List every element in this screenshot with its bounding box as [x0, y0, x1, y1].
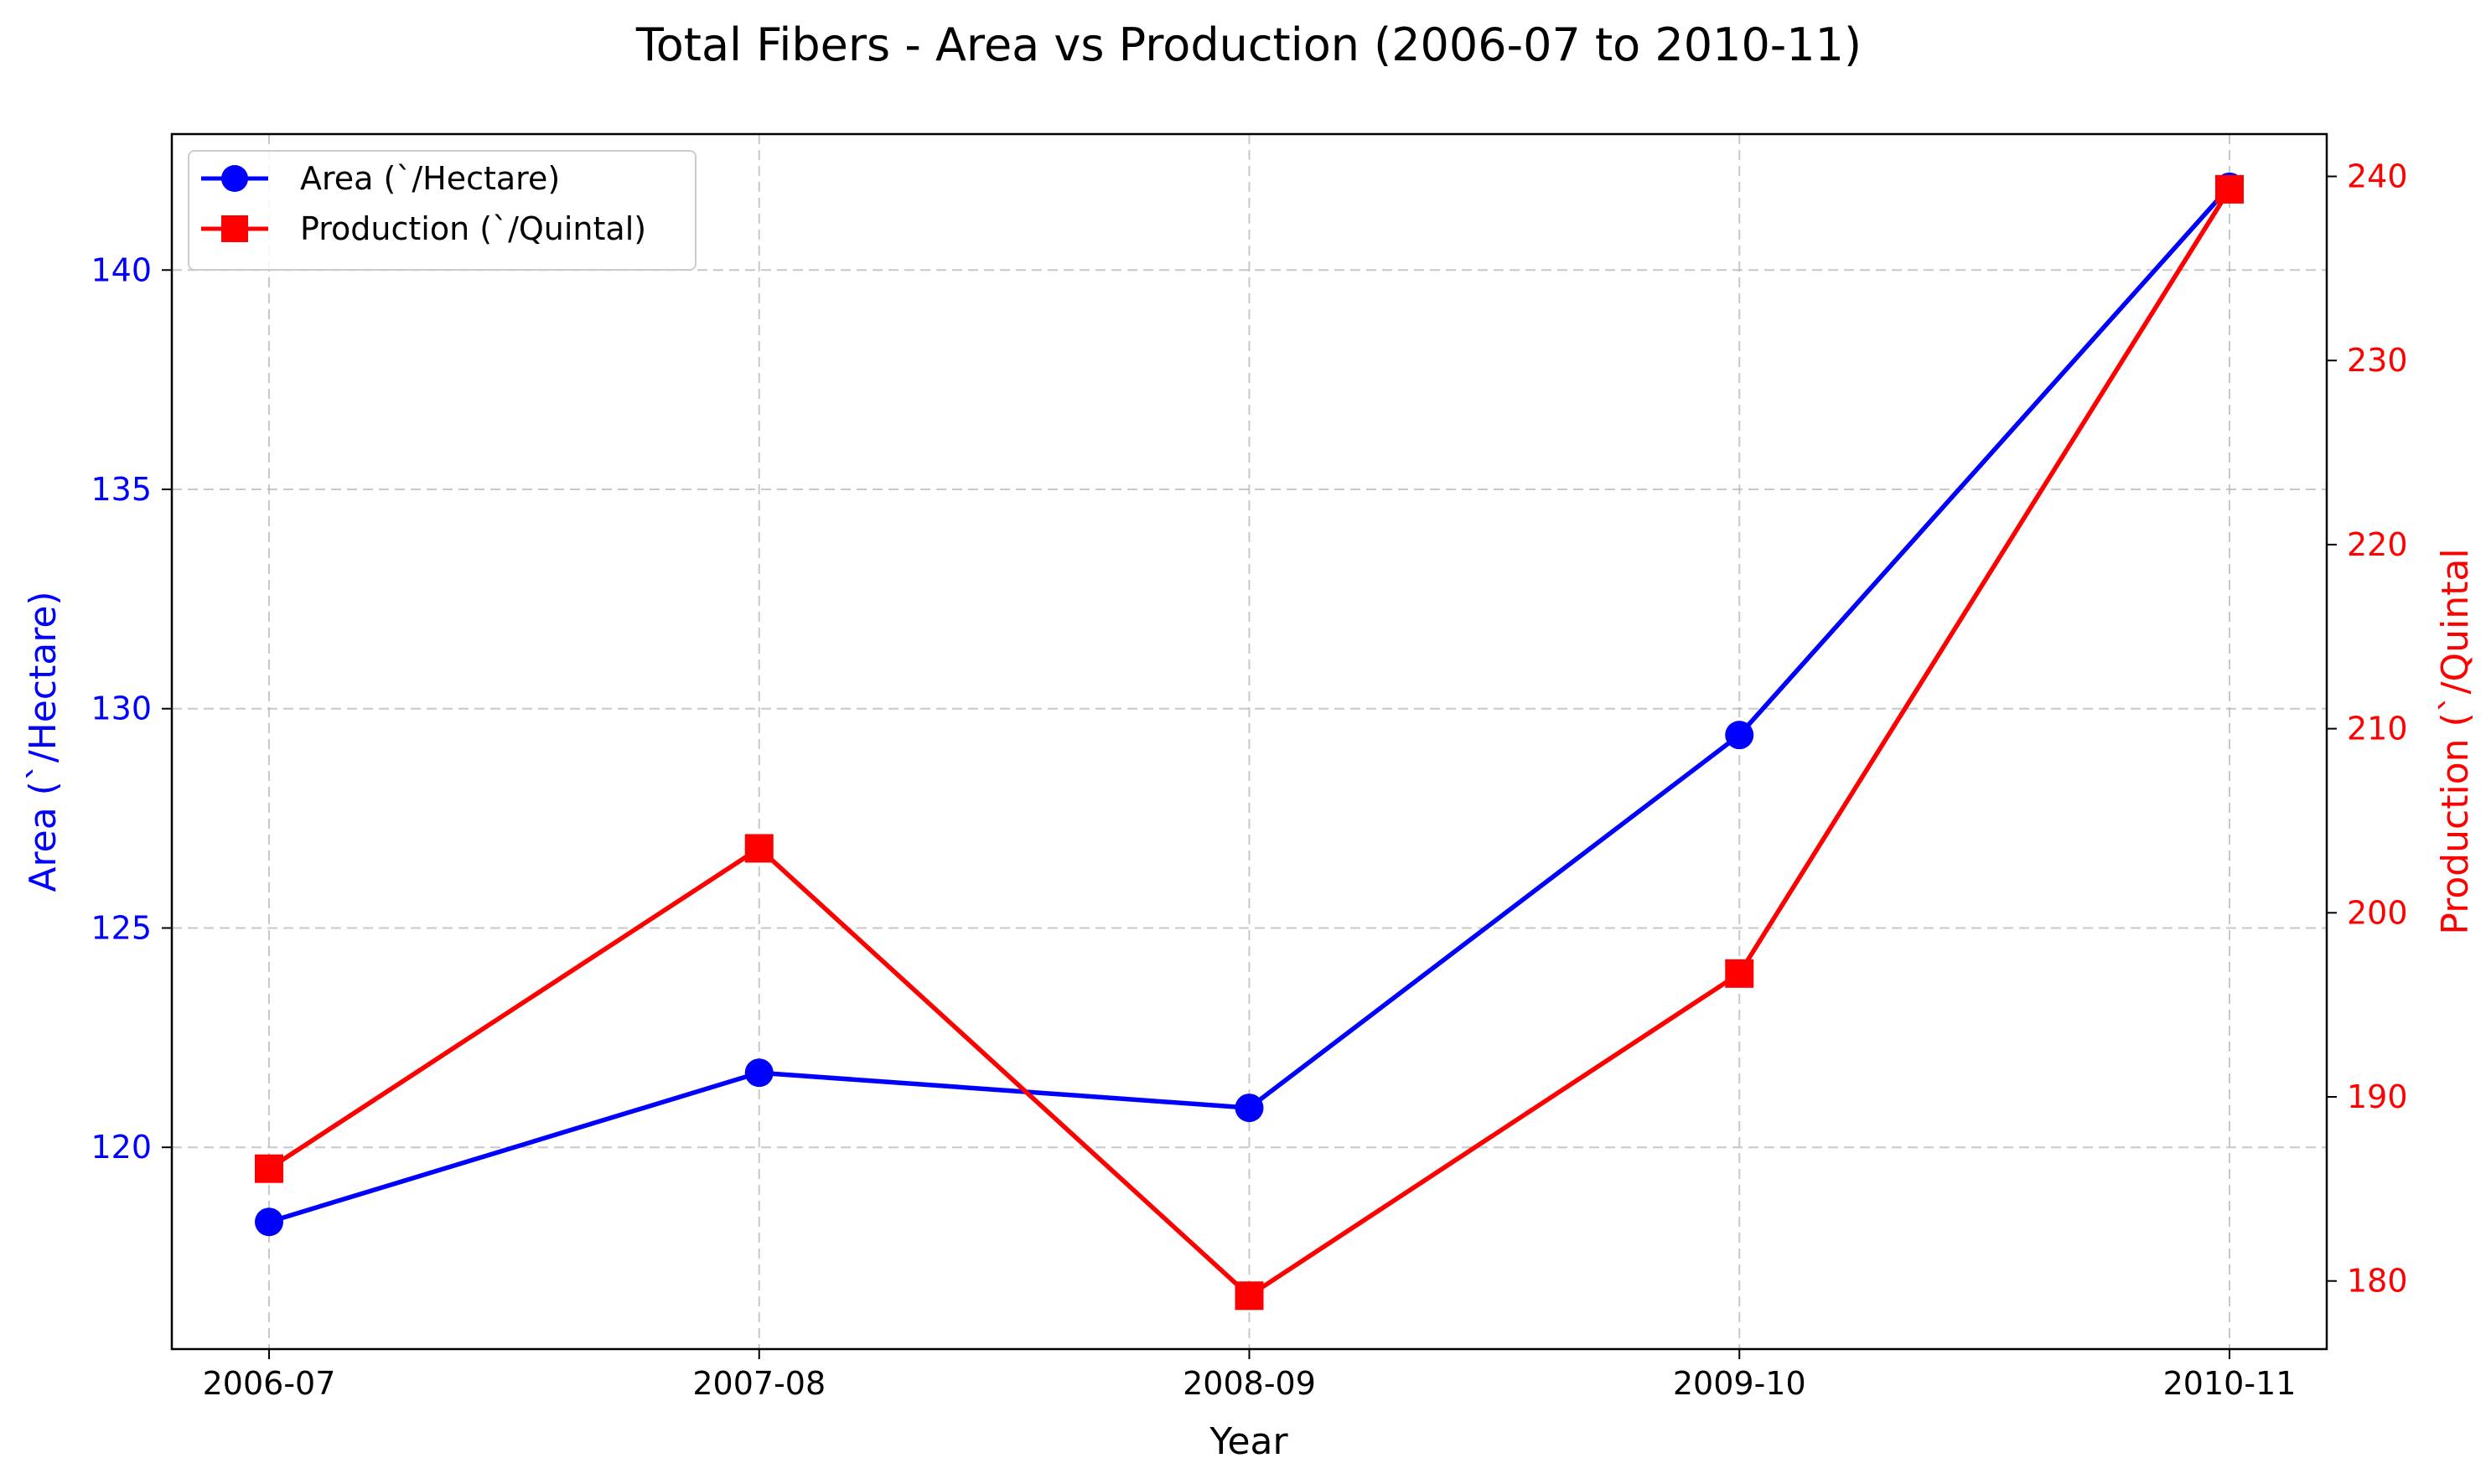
x-tick-label: 2010-11 — [2163, 1365, 2297, 1402]
data-point — [744, 1058, 774, 1088]
x-tick-label: 2009-10 — [1673, 1365, 1806, 1402]
legend: Area (`/Hectare) Production (`/Quintal) — [188, 150, 697, 271]
x-axis: 2006-07 2007-08 2008-09 2009-10 2010-11 — [203, 1349, 2297, 1402]
y-left-tick-label: 130 — [91, 690, 152, 727]
series-production — [255, 174, 2244, 1311]
legend-marker-production — [221, 215, 248, 242]
chart-title: Total Fibers - Area vs Production (2006-… — [635, 18, 1862, 71]
y-right-tick-label: 230 — [2347, 342, 2408, 379]
legend-marker-area — [221, 165, 248, 192]
data-point — [1725, 721, 1754, 750]
y-right-tick-label: 220 — [2347, 526, 2408, 563]
y-right-tick-label: 200 — [2347, 894, 2408, 931]
y-left-tick-label: 140 — [91, 251, 152, 288]
data-point — [1725, 959, 1754, 988]
y-left-tick-label: 135 — [91, 471, 152, 508]
data-point — [2215, 174, 2244, 204]
x-tick-label: 2006-07 — [203, 1365, 336, 1402]
y-axis-left: 120 125 130 135 140 — [91, 251, 172, 1166]
data-point — [1235, 1281, 1264, 1311]
legend-label-area: Area (`/Hectare) — [300, 160, 560, 197]
legend-label-production: Production (`/Quintal) — [300, 210, 646, 247]
y-left-tick-label: 125 — [91, 909, 152, 946]
y-right-tick-label: 180 — [2347, 1263, 2408, 1300]
legend-item-area: Area (`/Hectare) — [201, 160, 560, 197]
data-point — [255, 1207, 283, 1237]
y-right-tick-label: 190 — [2347, 1078, 2408, 1115]
y-axis-right-title: Production (`/Quintal — [2434, 548, 2477, 934]
x-tick-label: 2008-09 — [1183, 1365, 1316, 1402]
y-axis-left-title: Area (`/Hectare) — [22, 591, 65, 892]
y-left-tick-label: 120 — [91, 1129, 152, 1166]
series-layer — [255, 172, 2244, 1311]
y-axis-right: 180 190 200 210 220 230 240 — [2327, 158, 2408, 1300]
legend-box — [188, 150, 697, 271]
data-point — [744, 834, 774, 863]
y-right-tick-label: 210 — [2347, 711, 2408, 747]
x-tick-label: 2007-08 — [692, 1365, 826, 1402]
y-right-tick-label: 240 — [2347, 158, 2408, 195]
data-point — [1235, 1094, 1264, 1123]
x-axis-title: Year — [1209, 1420, 1288, 1463]
legend-item-production: Production (`/Quintal) — [201, 210, 646, 247]
series-area — [255, 172, 2244, 1237]
data-point — [255, 1154, 283, 1183]
